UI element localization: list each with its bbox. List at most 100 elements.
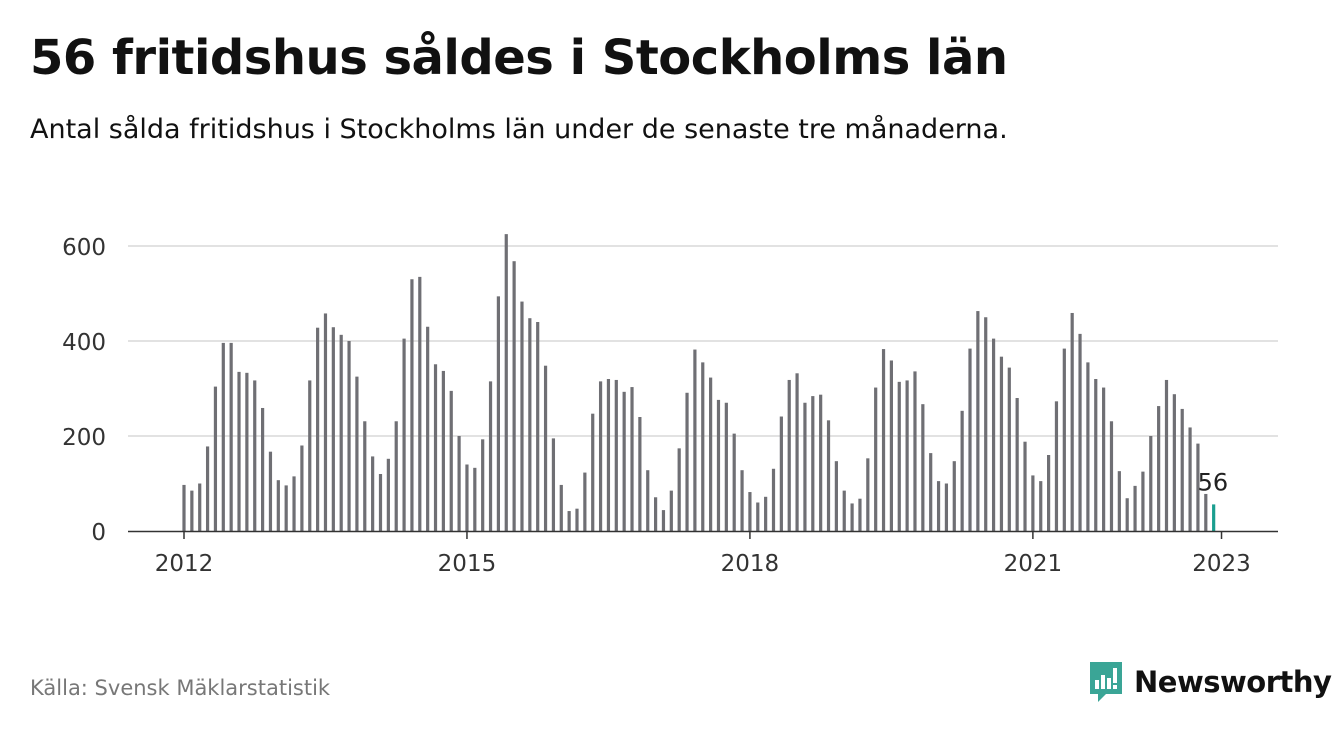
bar [1149, 436, 1153, 531]
bar [1109, 421, 1114, 531]
x-tick-label: 2018 [721, 551, 780, 577]
bar [1180, 408, 1184, 531]
bar [1047, 455, 1051, 531]
bar [347, 341, 351, 531]
bar [551, 438, 556, 531]
bar [724, 402, 728, 531]
bar [1125, 498, 1129, 531]
bar [261, 407, 265, 531]
bar [598, 381, 603, 531]
bar [504, 234, 508, 531]
chart-subtitle: Antal sålda fritidshus i Stockholms län … [30, 114, 1008, 145]
newsworthy-logo[interactable]: Newsworthy [1088, 660, 1332, 704]
highlight-value-label: 56 [1198, 468, 1229, 496]
bar [316, 327, 320, 531]
bar [1023, 441, 1027, 531]
bar [1070, 312, 1074, 531]
bar [1039, 481, 1043, 531]
bar [1141, 471, 1145, 531]
bar [1212, 504, 1216, 531]
bar [952, 461, 956, 531]
bar [905, 380, 909, 531]
bar [205, 446, 210, 531]
bar [701, 362, 705, 531]
bar [575, 508, 579, 531]
bar [276, 480, 280, 531]
bar [1031, 475, 1035, 531]
bar [991, 338, 996, 531]
bar [795, 373, 799, 531]
bar [1078, 333, 1082, 531]
bar [716, 399, 721, 531]
source-note: Källa: Svensk Mäklarstatistik [30, 676, 331, 700]
bar [245, 372, 249, 531]
bar [748, 492, 752, 531]
bar [473, 467, 477, 531]
bar [433, 364, 438, 531]
bar [229, 342, 233, 531]
bar [826, 420, 831, 531]
bar [402, 338, 406, 531]
bar [1188, 427, 1192, 531]
bar [740, 470, 744, 531]
bar [1054, 401, 1059, 531]
y-tick-label: 600 [62, 235, 106, 261]
bar [1133, 485, 1137, 531]
bar [583, 472, 587, 531]
bar [646, 470, 650, 531]
bar [1196, 443, 1200, 531]
bar [465, 464, 469, 531]
bar [606, 379, 611, 531]
y-tick-label: 200 [62, 425, 106, 451]
bar [819, 394, 823, 531]
bar [284, 485, 288, 531]
brand-name: Newsworthy [1134, 665, 1332, 699]
bar [889, 360, 893, 531]
bar [881, 349, 886, 531]
x-tick-label: 2012 [155, 551, 214, 577]
bar [897, 381, 901, 531]
bar [253, 380, 257, 531]
bar [292, 476, 296, 531]
bar [834, 461, 838, 531]
bar [921, 404, 925, 531]
bar [976, 311, 980, 531]
bar [308, 380, 312, 531]
chart-title: 56 fritidshus såldes i Stockholms län [30, 30, 1008, 86]
bar [936, 481, 941, 531]
bar [198, 483, 202, 531]
x-tick-label: 2023 [1192, 551, 1251, 577]
bar [756, 502, 760, 531]
bar-chart: 0 200 400 600 2012 2015 2018 2021 2023 56 [62, 234, 1278, 577]
bar [520, 301, 524, 531]
bar [339, 334, 343, 531]
bar [1117, 471, 1121, 531]
bar [441, 370, 445, 531]
bar [732, 433, 736, 531]
bar [512, 261, 516, 531]
bar [913, 371, 917, 531]
bar [1102, 387, 1106, 531]
bar [764, 496, 768, 531]
bar [811, 396, 815, 531]
bar [1086, 362, 1090, 531]
bar [426, 326, 430, 531]
bar [1094, 379, 1098, 531]
bar [685, 392, 689, 531]
bar [331, 327, 335, 531]
axis-labels: 0 200 400 600 2012 2015 2018 2021 2023 56 [62, 235, 1251, 577]
bar [182, 484, 186, 531]
bar [591, 413, 595, 531]
bar [1015, 398, 1019, 531]
bar [268, 451, 273, 531]
bar [355, 376, 359, 531]
bar [654, 497, 658, 531]
bar [496, 296, 500, 531]
bar [929, 453, 933, 531]
bar [984, 317, 988, 531]
axes [128, 530, 1278, 539]
bar [614, 379, 618, 531]
bar [457, 436, 461, 531]
bar [874, 387, 878, 531]
bar [371, 456, 375, 531]
